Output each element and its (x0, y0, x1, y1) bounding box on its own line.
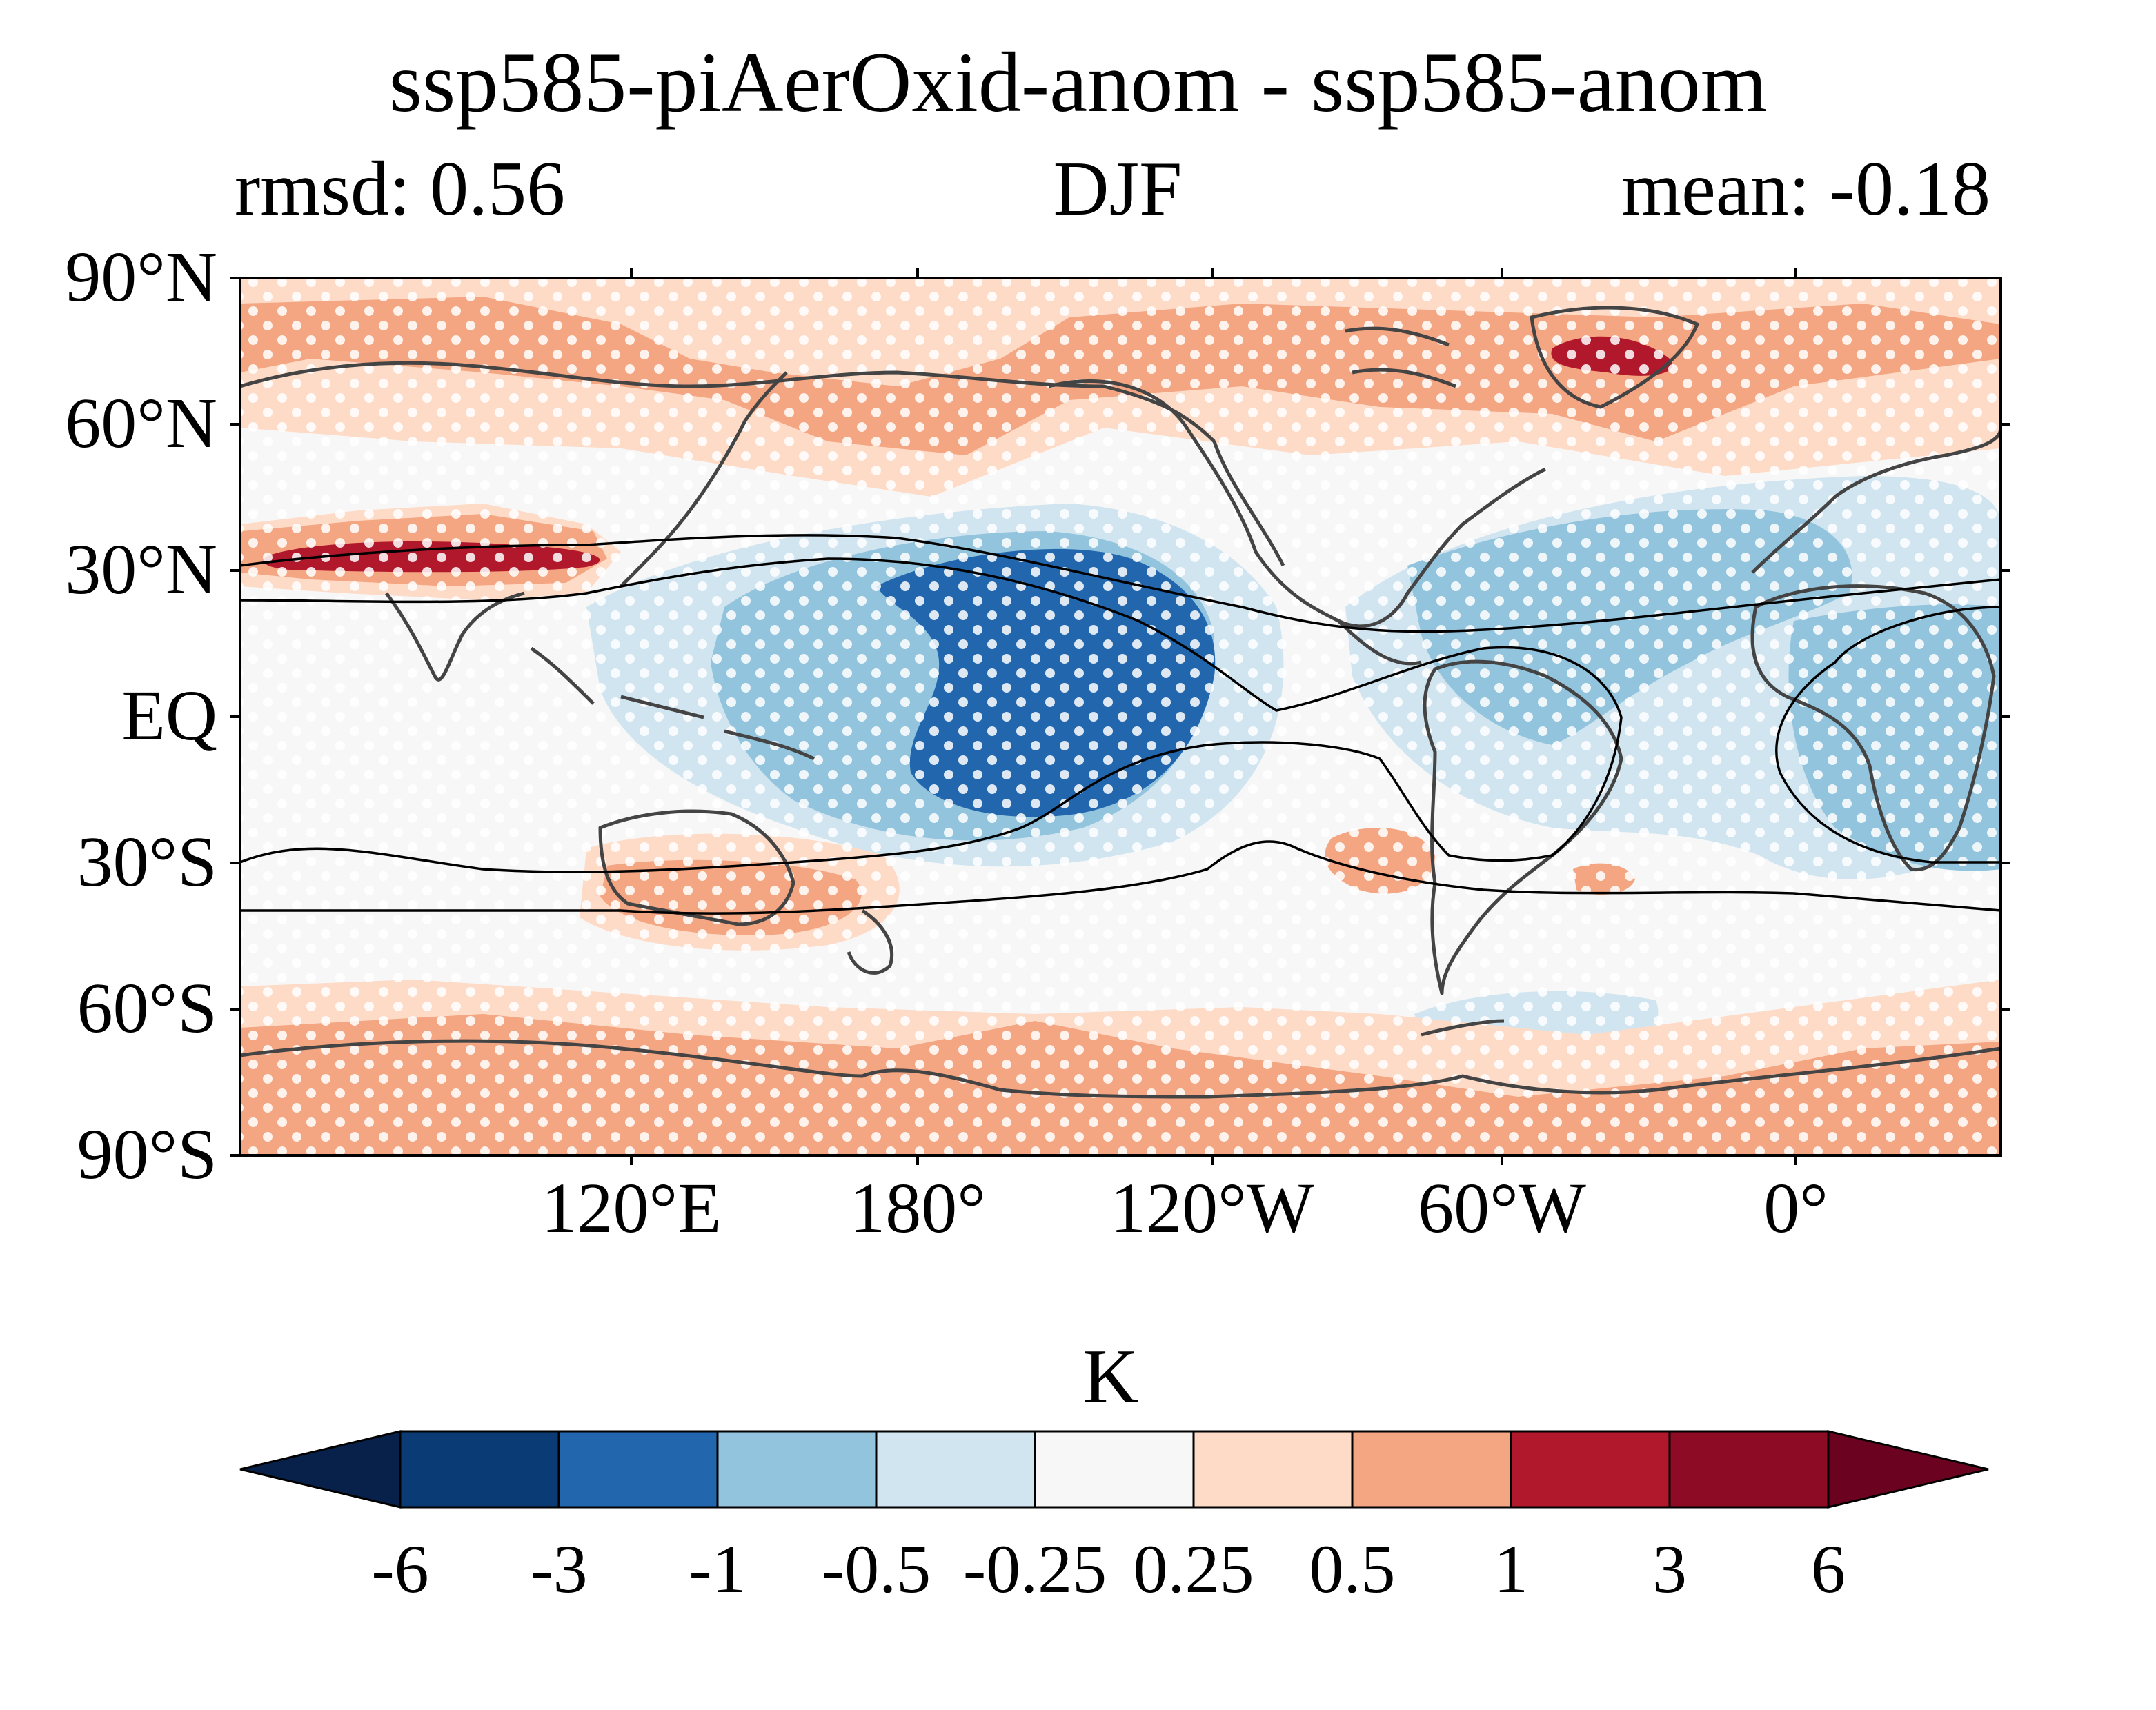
colorbar-bin-8 (1510, 1430, 1671, 1509)
season-label: DJF (1053, 146, 1183, 232)
colorbar-extend-low (239, 1430, 402, 1509)
region-contours (240, 534, 2001, 915)
stippling-overlay (240, 278, 2001, 1155)
lon-label-120e: 120°E (541, 1169, 722, 1248)
lat-label-60s: 60°S (77, 968, 217, 1048)
lon-label-0: 0° (1763, 1169, 1828, 1248)
colorbar-bin-7 (1351, 1430, 1512, 1509)
colorbar (239, 1430, 1989, 1509)
colorbar-extend-high (1827, 1430, 1989, 1509)
map-field (240, 278, 2001, 1155)
lon-label-60w: 60°W (1418, 1169, 1586, 1248)
colorbar-unit: K (1082, 1334, 1139, 1420)
colorbar-bin-1 (399, 1430, 560, 1509)
lat-label-90n: 90°N (65, 237, 217, 317)
coastlines (240, 306, 2001, 1099)
lat-label-eq: EQ (121, 676, 217, 755)
colorbar-tick-label: 0.5 (1309, 1531, 1396, 1607)
lat-label-30s: 30°S (77, 822, 217, 902)
colorbar-bin-9 (1668, 1430, 1830, 1509)
colorbar-bin-3 (716, 1430, 878, 1509)
colorbar-bin-2 (557, 1430, 719, 1509)
colorbar-tick-label: -0.5 (821, 1531, 931, 1607)
colorbar-bin-5 (1034, 1430, 1195, 1509)
lon-label-120w: 120°W (1110, 1169, 1314, 1248)
plot-title: ssp585-piAerOxid-anom - ssp585-anom (388, 35, 1768, 130)
colorbar-tick-label: -3 (530, 1531, 588, 1607)
colorbar-tick-label: 3 (1652, 1531, 1687, 1607)
colorbar-tick-label: -6 (371, 1531, 429, 1607)
mean-label: mean: -0.18 (1621, 146, 1990, 232)
lat-label-60n: 60°N (65, 384, 217, 463)
colorbar-tick-label: 0.25 (1133, 1531, 1254, 1607)
colorbar-bin-4 (875, 1430, 1036, 1509)
colorbar-bin-6 (1192, 1430, 1354, 1509)
tick-marks (230, 268, 2010, 1165)
colorbar-tick-label: -1 (689, 1531, 746, 1607)
lon-label-180: 180° (849, 1169, 986, 1248)
colorbar-tick-label: -0.25 (962, 1531, 1107, 1607)
lat-label-30n: 30°N (65, 530, 217, 609)
rmsd-label: rmsd: 0.56 (235, 146, 566, 232)
lat-label-90s: 90°S (77, 1115, 217, 1194)
colorbar-tick-label: 6 (1811, 1531, 1846, 1607)
colorbar-tick-label: 1 (1494, 1531, 1528, 1607)
